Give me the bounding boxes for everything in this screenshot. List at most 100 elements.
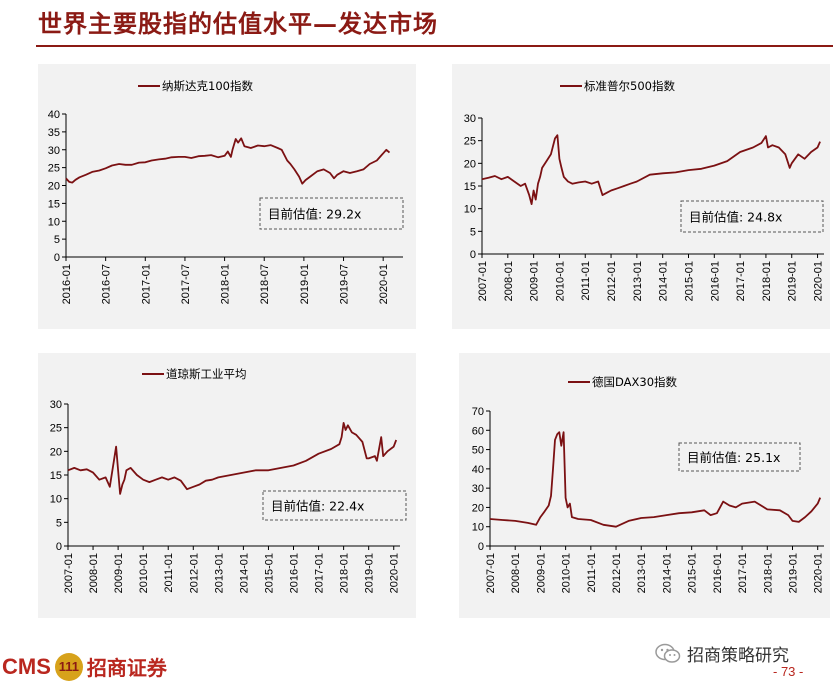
y-tick-label: 40 xyxy=(48,109,60,121)
y-tick-label: 30 xyxy=(50,399,62,411)
wechat-account: 招商策略研究 xyxy=(655,641,789,666)
x-tick-label: 2016-07 xyxy=(101,264,113,304)
y-tick-label: 0 xyxy=(56,541,62,553)
y-tick-label: 0 xyxy=(478,541,484,553)
x-tick-label: 2007-01 xyxy=(485,553,497,593)
x-tick-label: 2007-01 xyxy=(63,553,75,593)
x-tick-label: 2020-01 xyxy=(813,261,825,301)
x-tick-label: 2014-01 xyxy=(238,553,250,593)
y-tick-label: 5 xyxy=(470,226,476,238)
chart-dax30: 0 10 20 30 40 50 60 70 2007-01 2008-01 2009-01 2010… xyxy=(472,375,825,593)
x-tick-label: 2018-01 xyxy=(761,261,773,301)
x-tick-label: 2016-01 xyxy=(709,261,721,301)
chart-nasdaq100: 0 5 10 15 20 25 30 35 40 2016-01 2016-07 2017-01 201… xyxy=(48,79,404,304)
y-tick-label: 20 xyxy=(464,158,476,170)
annotation-label: 目前估值: 25.1x xyxy=(687,450,780,465)
x-tick-label: 2015-01 xyxy=(683,261,695,301)
x-tick-label: 2013-01 xyxy=(636,553,648,593)
annotation-box xyxy=(262,490,407,521)
x-tick-label: 2010-01 xyxy=(561,553,573,593)
series-line xyxy=(481,134,821,206)
chart-panel-dax30: 0 10 20 30 40 50 60 70 2007-01 2008-01 2009-01 2010… xyxy=(459,353,830,618)
legend-label: 标准普尔500指数 xyxy=(584,79,675,93)
x-tick-label: 2016-01 xyxy=(61,264,73,304)
annotation-label: 目前估值: 22.4x xyxy=(271,499,364,514)
y-tick-label: 25 xyxy=(50,423,62,435)
x-tick-label: 2018-01 xyxy=(339,553,351,593)
x-tick-label: 2009-01 xyxy=(529,261,541,301)
x-tick-label: 2017-07 xyxy=(180,264,192,304)
series-line xyxy=(67,422,398,495)
x-tick-label: 2019-01 xyxy=(787,261,799,301)
y-tick-label: 20 xyxy=(472,502,484,514)
chart-panel-sp500: 0 5 10 15 20 25 30 2007-01 2008-01 2009-01 2010-01… xyxy=(452,64,830,329)
x-tick-label: 2013-01 xyxy=(213,553,225,593)
y-tick-label: 10 xyxy=(48,216,60,228)
x-tick-label: 2017-01 xyxy=(140,264,152,304)
y-tick-label: 25 xyxy=(464,136,476,148)
x-tick-label: 2008-01 xyxy=(88,553,100,593)
x-tick-label: 2019-01 xyxy=(299,264,311,304)
y-tick-label: 0 xyxy=(470,249,476,261)
x-tick-label: 2009-01 xyxy=(535,553,547,593)
series-line xyxy=(489,431,822,528)
y-tick-label: 5 xyxy=(56,517,62,529)
logo-mark-icon: 111 xyxy=(54,652,83,681)
x-tick-label: 2012-01 xyxy=(611,553,623,593)
y-tick-label: 5 xyxy=(54,234,60,246)
x-tick-label: 2017-01 xyxy=(314,553,326,593)
x-tick-label: 2020-01 xyxy=(813,553,825,593)
x-tick-label: 2020-01 xyxy=(378,264,390,304)
chart-dow-jones: 0 5 10 15 20 25 30 2007-01 2008-01 2009-01 2010-01… xyxy=(50,367,407,593)
logo-cms-text: CMS xyxy=(2,653,51,679)
annotation-box xyxy=(680,200,824,233)
x-tick-label: 2010-01 xyxy=(138,553,150,593)
x-tick-label: 2019-01 xyxy=(364,553,376,593)
x-tick-label: 2014-01 xyxy=(661,553,673,593)
x-tick-label: 2013-01 xyxy=(632,261,644,301)
x-tick-label: 2010-01 xyxy=(554,261,566,301)
x-tick-label: 2018-07 xyxy=(259,264,271,304)
y-tick-label: 35 xyxy=(48,127,60,139)
y-tick-label: 70 xyxy=(472,406,484,418)
y-tick-label: 15 xyxy=(50,470,62,482)
annotation-box xyxy=(678,442,801,472)
y-tick-label: 20 xyxy=(48,181,60,193)
annotation-box xyxy=(259,197,404,230)
series-line xyxy=(65,137,391,185)
y-tick-label: 15 xyxy=(464,181,476,193)
x-tick-label: 2015-01 xyxy=(687,553,699,593)
x-tick-label: 2016-01 xyxy=(712,553,724,593)
x-tick-label: 2012-01 xyxy=(188,553,200,593)
y-tick-label: 10 xyxy=(472,522,484,534)
y-tick-label: 10 xyxy=(464,204,476,216)
x-tick-label: 2018-01 xyxy=(220,264,232,304)
x-tick-label: 2008-01 xyxy=(510,553,522,593)
y-tick-label: 40 xyxy=(472,464,484,476)
x-tick-label: 2008-01 xyxy=(503,261,515,301)
annotation-label: 目前估值: 24.8x xyxy=(689,210,782,225)
y-tick-label: 15 xyxy=(48,198,60,210)
y-tick-label: 30 xyxy=(48,145,60,157)
page-number: - 73 - xyxy=(773,664,804,679)
x-tick-label: 2014-01 xyxy=(658,261,670,301)
chart-panel-dow-jones: 0 5 10 15 20 25 30 2007-01 2008-01 2009-01 2010-01… xyxy=(38,353,416,618)
x-tick-label: 2012-01 xyxy=(606,261,618,301)
y-tick-label: 30 xyxy=(472,483,484,495)
y-tick-label: 20 xyxy=(50,446,62,458)
title-divider xyxy=(36,45,833,47)
chart-panel-nasdaq100: 0 5 10 15 20 25 30 35 40 2016-01 2016-07 2017-01 201… xyxy=(38,64,416,329)
x-tick-label: 2011-01 xyxy=(580,261,592,301)
x-tick-label: 2018-01 xyxy=(762,553,774,593)
y-tick-label: 30 xyxy=(464,113,476,125)
legend-label: 道琼斯工业平均 xyxy=(166,367,247,381)
logo-cn-text: 招商证券 xyxy=(86,656,167,680)
cms-logo: CMS 111 招商证券 xyxy=(2,652,167,681)
legend-label: 纳斯达克100指数 xyxy=(162,79,253,93)
annotation-label: 目前估值: 29.2x xyxy=(268,207,361,222)
page-title: 世界主要股指的估值水平—发达市场 xyxy=(38,9,438,38)
y-tick-label: 25 xyxy=(48,163,60,175)
x-tick-label: 2017-01 xyxy=(735,261,747,301)
x-tick-label: 2009-01 xyxy=(113,553,125,593)
y-tick-label: 10 xyxy=(50,494,62,506)
